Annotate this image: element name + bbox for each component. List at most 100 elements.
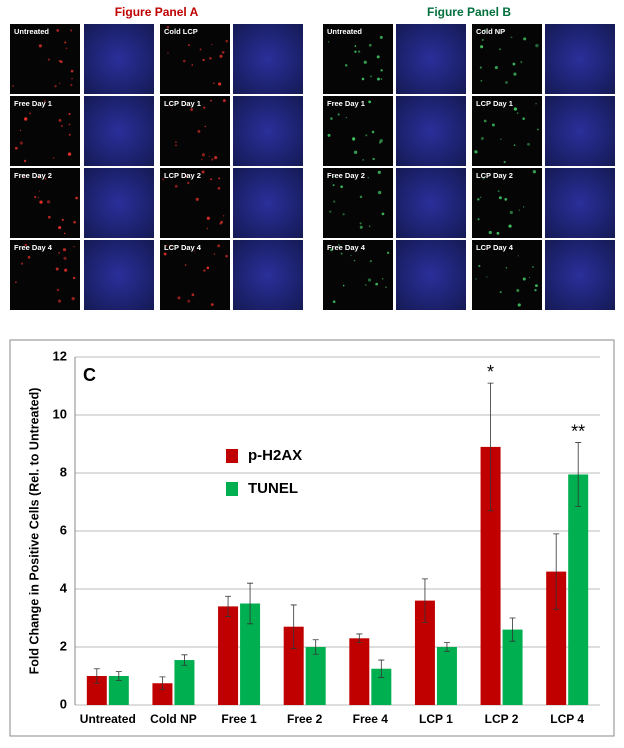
stain-dot	[61, 124, 63, 127]
dapi-image	[233, 24, 303, 94]
error-bar	[421, 578, 428, 623]
stain-dot	[499, 291, 502, 294]
stain-dot	[497, 190, 500, 193]
error-bar	[509, 617, 516, 642]
stain-dot	[357, 50, 361, 53]
stain-dot	[47, 58, 50, 61]
image-label: LCP Day 4	[476, 243, 514, 252]
stain-dot	[359, 195, 363, 199]
stain-dot	[58, 252, 60, 254]
stain-dot	[327, 133, 331, 137]
stain-dot	[68, 133, 71, 136]
stain-dot	[225, 39, 229, 43]
stain-dot	[330, 248, 333, 252]
stain-dot	[27, 255, 31, 259]
stain-dot	[58, 119, 62, 122]
x-tick-label: LCP 2	[485, 712, 519, 726]
bar	[283, 626, 304, 705]
stain-dot	[488, 230, 492, 235]
stain-dot	[377, 170, 381, 174]
stain-dot	[23, 159, 27, 163]
stain-dot	[190, 108, 193, 111]
stain-dot	[477, 198, 480, 201]
legend-label: TUNEL	[248, 480, 298, 497]
stain-image	[323, 240, 393, 310]
stain-dot	[385, 286, 387, 289]
stain-dot	[345, 64, 348, 67]
y-tick-label: 8	[60, 464, 67, 479]
stain-dot	[381, 212, 385, 216]
stain-dot	[496, 231, 500, 235]
bar	[568, 474, 589, 705]
stain-dot	[535, 43, 539, 48]
bar	[108, 676, 129, 705]
stain-image	[10, 240, 80, 310]
stain-dot	[187, 181, 190, 185]
stain-dot	[513, 144, 516, 146]
stain-dot	[520, 61, 523, 63]
stain-dot	[352, 137, 356, 141]
stain-dot	[479, 66, 482, 69]
stain-dot	[526, 142, 530, 146]
stain-dot	[46, 200, 51, 204]
stain-dot	[38, 190, 41, 192]
stain-dot	[219, 54, 223, 58]
stain-dot	[342, 284, 345, 287]
stain-dot	[480, 137, 484, 140]
stain-dot	[486, 276, 488, 278]
stain-dot	[167, 52, 169, 54]
stain-dot	[365, 284, 367, 286]
stain-dot	[24, 117, 28, 121]
stain-dot	[353, 150, 358, 154]
dapi-image	[396, 24, 466, 94]
stain-dot	[184, 264, 187, 266]
stain-dot	[53, 157, 55, 159]
stain-image	[323, 24, 393, 94]
image-label: Free Day 2	[14, 171, 52, 180]
error-bar	[181, 654, 188, 666]
stain-dot	[531, 265, 535, 268]
stain-dot	[38, 175, 41, 178]
dapi-image	[545, 168, 615, 238]
stain-dot	[217, 186, 221, 190]
stain-dot	[475, 278, 477, 280]
y-tick-label: 12	[53, 348, 67, 363]
stain-dot	[340, 252, 343, 255]
stain-dot	[47, 215, 51, 219]
x-tick-label: LCP 1	[419, 712, 453, 726]
stain-dot	[340, 185, 344, 189]
stain-dot	[337, 113, 340, 116]
stain-dot	[23, 175, 25, 177]
stain-image	[10, 24, 80, 94]
stain-dot	[187, 299, 191, 303]
error-bar	[159, 676, 166, 691]
stain-dot	[513, 72, 517, 76]
stain-dot	[332, 300, 336, 304]
stain-dot	[510, 36, 513, 39]
bar	[371, 668, 392, 705]
stain-dot	[64, 268, 68, 272]
stain-dot	[175, 141, 177, 144]
bar	[349, 638, 370, 705]
stain-dot	[483, 29, 487, 32]
stain-dot	[70, 69, 74, 73]
stain-dot	[480, 45, 484, 49]
error-bar	[225, 595, 232, 617]
stain-dot	[372, 157, 375, 161]
stain-dot	[163, 252, 167, 256]
stain-dot	[516, 112, 519, 115]
stain-dot	[482, 177, 485, 180]
dapi-image	[396, 96, 466, 166]
y-tick-label: 0	[60, 696, 67, 711]
image-label: Free Day 4	[327, 243, 366, 252]
dapi-image	[396, 168, 466, 238]
error-bar	[356, 633, 363, 644]
image-label: Free Day 1	[14, 99, 52, 108]
stain-dot	[57, 299, 62, 303]
error-bar	[553, 533, 560, 610]
stain-dot	[37, 196, 40, 199]
stain-dot	[518, 209, 520, 211]
y-tick-label: 10	[53, 406, 67, 421]
stain-dot	[379, 35, 383, 39]
stain-image	[160, 240, 230, 310]
